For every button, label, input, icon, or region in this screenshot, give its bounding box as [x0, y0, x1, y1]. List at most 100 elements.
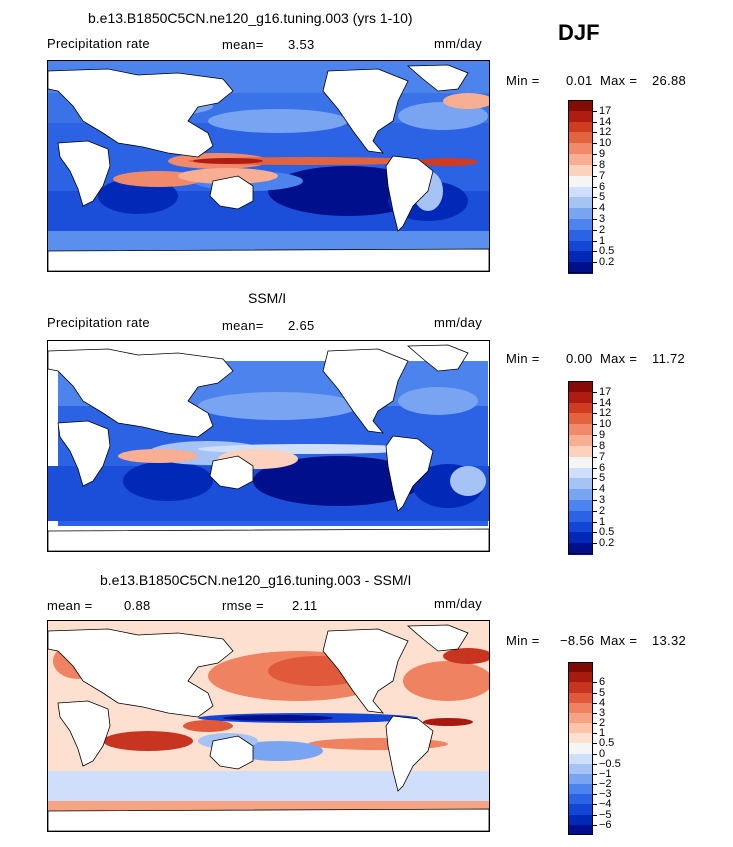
colorbar-swatch	[568, 773, 593, 785]
colorbar-tick	[593, 510, 597, 512]
colorbar-tick	[593, 175, 597, 177]
colorbar-swatch	[568, 175, 593, 187]
colorbar-tick-label: 6	[599, 676, 606, 689]
colorbar-swatch	[568, 186, 593, 198]
colorbar-tick-label: 4	[599, 696, 606, 709]
colorbar-tick-label: 7	[599, 450, 606, 463]
colorbar-tick-label: 1	[599, 515, 606, 528]
panel-2-title: SSM/I	[248, 290, 287, 306]
colorbar-tick-label: 10	[599, 418, 612, 431]
colorbar-swatch	[568, 784, 593, 795]
colorbar-swatch	[568, 435, 593, 447]
colorbar-swatch	[568, 692, 593, 704]
colorbar-tick-label: 0.5	[599, 245, 615, 258]
colorbar-tick-label: 3	[599, 706, 606, 719]
panel-2-map	[47, 340, 490, 552]
panel-1-max-value: 26.88	[652, 73, 687, 88]
colorbar-swatch	[568, 499, 593, 512]
colorbar-tick-label: 6	[599, 180, 606, 193]
colorbar-tick-label: 2	[599, 717, 606, 730]
colorbar-tick-label: 4	[599, 483, 606, 496]
colorbar-swatch	[568, 424, 593, 436]
colorbar-tick	[593, 251, 597, 253]
panel-2-max-value: 11.72	[652, 351, 686, 366]
colorbar-tick-label: −1	[599, 767, 612, 780]
colorbar-tick-label: 12	[599, 407, 612, 420]
colorbar-swatch	[568, 143, 593, 155]
colorbar-tick-label: 3	[599, 493, 606, 506]
colorbar-swatch	[568, 467, 593, 479]
colorbar-tick-label: 5	[599, 686, 606, 699]
panel-1-max-label: Max =	[600, 73, 638, 88]
colorbar-swatch	[568, 733, 593, 744]
season-label: DJF	[558, 20, 600, 45]
panel-3-rmse-label: rmse =	[222, 598, 264, 613]
colorbar-tick-label: 1	[599, 234, 606, 247]
panel-1-variable-label: Precipitation rate	[47, 36, 150, 51]
colorbar-tick	[593, 499, 597, 501]
colorbar-tick-label: 8	[599, 439, 606, 452]
colorbar-swatch	[568, 662, 593, 673]
colorbar-swatch	[568, 743, 593, 755]
colorbar-tick-label: 2	[599, 223, 606, 236]
colorbar-tick-label: −3	[599, 788, 612, 801]
colorbar-swatch	[568, 154, 593, 166]
colorbar-tick-label: −0.5	[599, 757, 621, 770]
panel-1-mean-label: mean=	[222, 37, 264, 52]
colorbar-tick	[593, 814, 597, 816]
colorbar-swatch	[568, 456, 593, 468]
colorbar-tick-label: 12	[599, 126, 612, 139]
colorbar-tick	[593, 712, 597, 714]
colorbar-swatch	[568, 532, 593, 544]
colorbar-swatch	[568, 489, 593, 501]
colorbar-tick	[593, 435, 597, 437]
panel-3-min-label: Min =	[506, 633, 540, 648]
colorbar-tick-label: 4	[599, 202, 606, 215]
colorbar-swatch	[568, 121, 593, 133]
colorbar-swatch	[568, 814, 593, 826]
colorbar-tick-label: 7	[599, 169, 606, 182]
colorbar-tick-label: −6	[599, 818, 612, 831]
colorbar-swatch	[568, 763, 593, 775]
colorbar-tick	[593, 733, 597, 735]
panel-3-min-value: −8.56	[560, 633, 595, 648]
panel-1-title: b.e13.B1850C5CN.ne120_g16.tuning.003 (yr…	[88, 10, 413, 26]
panel-1-min-value: 0.01	[566, 73, 593, 88]
colorbar-swatch	[568, 804, 593, 816]
panel-2-mean-value: 2.65	[288, 318, 315, 333]
colorbar-swatch	[568, 381, 593, 393]
colorbar-tick	[593, 763, 597, 765]
colorbar-tick	[593, 143, 597, 145]
panel-2-max-label: Max =	[600, 351, 638, 366]
panel-3-mean-label: mean =	[47, 598, 93, 613]
colorbar-tick	[593, 164, 597, 166]
colorbar-swatch	[568, 391, 593, 404]
colorbar-tick-label: −2	[599, 778, 612, 791]
colorbar-tick	[593, 682, 597, 684]
panel-2-mean-label: mean=	[222, 318, 264, 333]
colorbar-tick	[593, 804, 597, 806]
colorbar-tick-label: −5	[599, 808, 612, 821]
panel-3-mean-value: 0.88	[124, 598, 151, 613]
colorbar-tick	[593, 262, 597, 264]
panel-2-units: mm/day	[434, 315, 483, 330]
panel-1-units: mm/day	[434, 36, 483, 51]
panel-1-colorbar: 0.2 0.5 1 2 3 4 5 6 7 8 9 10 12 14 17	[568, 100, 614, 274]
panel-3-rmse-value: 2.11	[292, 598, 318, 613]
colorbar-swatch	[568, 521, 593, 533]
colorbar-tick-label: 17	[599, 104, 612, 117]
colorbar-tick	[593, 413, 597, 415]
colorbar-tick-label: 14	[599, 396, 612, 409]
colorbar-swatch	[568, 132, 593, 144]
colorbar-swatch	[568, 164, 593, 177]
colorbar-tick-label: 9	[599, 429, 606, 442]
colorbar-swatch	[568, 445, 593, 458]
colorbar-tick-label: 0.2	[599, 256, 615, 269]
colorbar-tick	[593, 456, 597, 458]
colorbar-tick-label: 17	[599, 385, 612, 398]
colorbar-tick	[593, 208, 597, 210]
colorbar-swatch	[568, 218, 593, 231]
colorbar-swatch	[568, 723, 593, 734]
colorbar-tick	[593, 692, 597, 694]
colorbar-tick-label: 0	[599, 747, 606, 760]
